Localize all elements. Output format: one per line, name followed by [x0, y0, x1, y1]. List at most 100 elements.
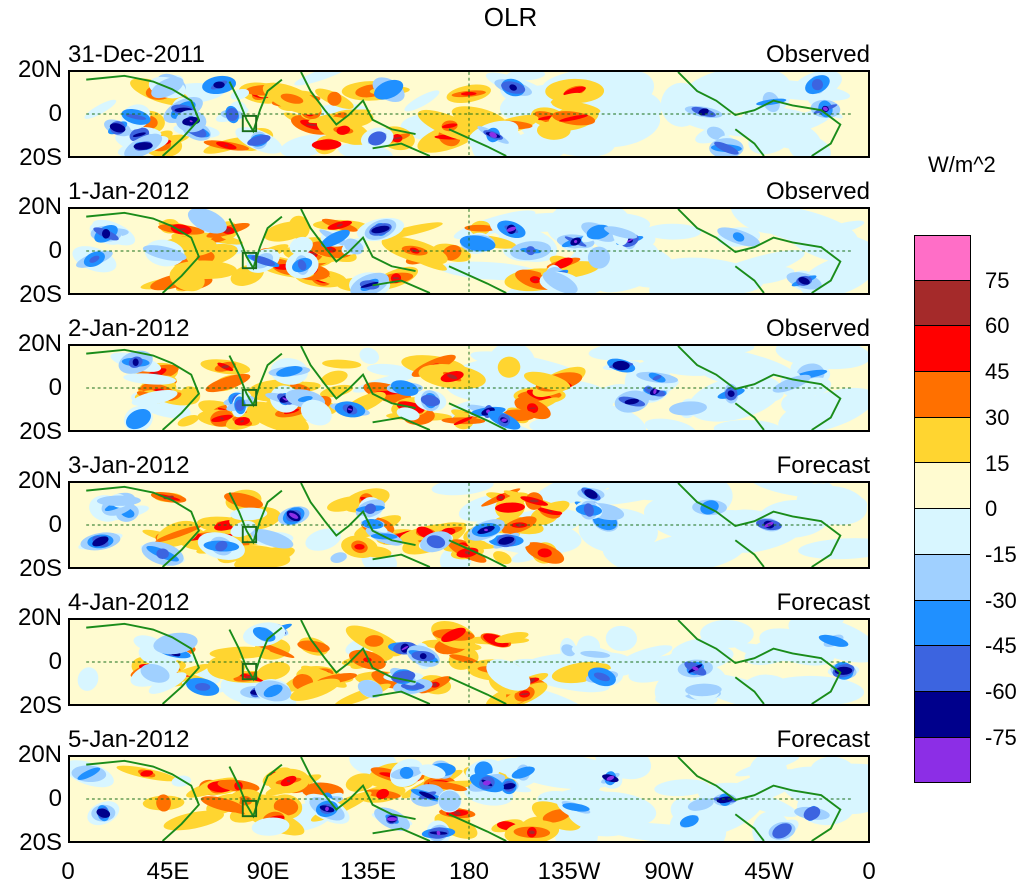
anomaly-contour: [732, 232, 745, 242]
anomaly-contour: [495, 502, 525, 513]
coastline: [86, 759, 200, 841]
anomaly-contour: [156, 548, 169, 559]
region-box: [241, 388, 258, 407]
x-tick-label: 90W: [644, 858, 694, 885]
anomaly-contour: [306, 123, 317, 126]
anomaly-contour: [460, 91, 477, 96]
anomaly-contour: [96, 495, 141, 506]
anomaly-contour: [621, 645, 673, 665]
colorbar-swatch: [914, 280, 971, 327]
anomaly-contour: [606, 775, 615, 781]
anomaly-contour: [542, 809, 571, 823]
anomaly-contour: [290, 678, 340, 701]
x-tick-label: 0: [61, 858, 75, 885]
anomaly-contour: [419, 653, 427, 660]
y-tick-label: 0: [48, 100, 62, 127]
anomaly-contour: [596, 258, 667, 293]
anomaly-contour: [581, 483, 671, 506]
coastline: [448, 265, 507, 293]
olr-map: [68, 344, 870, 432]
anomaly-contour: [123, 373, 176, 385]
coastline: [677, 209, 842, 293]
anomaly-contour: [765, 675, 865, 704]
region-box: [241, 114, 258, 133]
anomaly-contour: [654, 779, 710, 797]
anomaly-contour: [698, 346, 755, 354]
y-tick-label: 0: [48, 237, 62, 264]
anomaly-contour: [172, 260, 237, 280]
anomaly-contour: [626, 238, 634, 243]
anomaly-contour: [700, 250, 805, 287]
anomaly-contour: [568, 810, 595, 830]
anomaly-contour: [325, 806, 329, 812]
anomaly-contour: [431, 483, 494, 496]
anomaly-contour: [251, 817, 290, 836]
colorbar-units: W/m^2: [928, 152, 996, 177]
anomaly-contour: [442, 245, 462, 261]
anomaly-contour: [148, 672, 187, 694]
anomaly-contour: [187, 209, 227, 234]
olr-map: [68, 755, 870, 843]
anomaly-contour: [133, 142, 153, 150]
anomaly-contour: [528, 830, 535, 835]
colorbar-label: 30: [985, 404, 1010, 430]
anomaly-contour: [200, 796, 246, 813]
colorbar-label: -15: [985, 541, 1017, 567]
coastline: [86, 622, 200, 704]
anomaly-contour: [245, 401, 309, 430]
coastline: [372, 690, 431, 704]
anomaly-contour: [92, 536, 109, 547]
colorbar-swatch: [914, 417, 971, 464]
anomaly-contour: [224, 492, 264, 509]
y-tick-label: 0: [48, 785, 62, 812]
anomaly-contour: [360, 281, 379, 288]
colorbar-swatch: [914, 463, 971, 510]
olr-map: [68, 207, 870, 295]
colorbar-swatch: [914, 372, 971, 418]
anomaly-contour: [584, 489, 598, 499]
coastline: [734, 539, 765, 567]
anomaly-contour: [371, 225, 390, 234]
anomaly-contour: [464, 224, 497, 232]
colorbar-label: 75: [985, 267, 1010, 293]
anomaly-contour: [125, 408, 151, 430]
anomaly-contour: [401, 646, 409, 651]
anomaly-contour: [644, 223, 702, 240]
anomaly-contour: [77, 667, 99, 691]
anomaly-contour: [482, 780, 491, 786]
colorbar-label: 60: [985, 313, 1010, 339]
panel-date: 31-Dec-2011: [68, 41, 205, 68]
y-tick-label: 20S: [19, 281, 62, 308]
x-tick-label: 45E: [146, 858, 190, 885]
anomaly-contour: [189, 120, 193, 123]
map-panel: [68, 344, 870, 432]
coastline: [300, 72, 416, 135]
anomaly-contour: [171, 775, 192, 787]
anomaly-contour: [300, 399, 332, 426]
anomaly-contour: [532, 278, 538, 281]
anomaly-contour: [559, 114, 588, 122]
anomaly-contour: [782, 771, 868, 806]
colorbar-swatch: [914, 646, 971, 692]
anomaly-contour: [347, 408, 353, 411]
anomaly-contour: [516, 523, 522, 527]
anomaly-contour: [733, 643, 795, 662]
anomaly-contour: [525, 757, 575, 771]
anomaly-contour: [533, 483, 620, 507]
anomaly-contour: [574, 240, 578, 244]
anomaly-contour: [404, 90, 440, 112]
colorbar-swatch: [914, 554, 971, 601]
anomaly-contour: [366, 363, 413, 377]
coastline: [86, 74, 200, 156]
coastline: [677, 72, 842, 156]
y-tick-label: 0: [48, 648, 62, 675]
anomaly-contour: [280, 93, 304, 104]
anomaly-contour: [386, 817, 398, 822]
coastline: [372, 553, 431, 567]
anomaly-contour: [432, 682, 437, 687]
anomaly-contour: [682, 349, 722, 371]
anomaly-contour: [602, 72, 655, 109]
anomaly-contour: [226, 108, 239, 122]
anomaly-contour: [624, 398, 640, 405]
colorbar-label: 15: [985, 450, 1010, 476]
